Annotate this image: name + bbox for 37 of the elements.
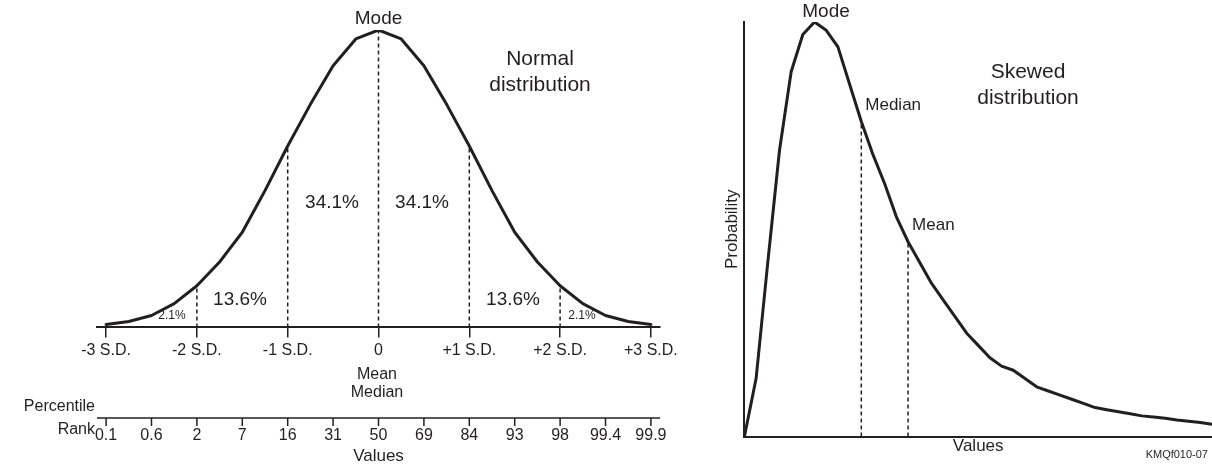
text: 99.9 [635, 426, 667, 444]
text: 69 [415, 426, 433, 444]
x-tick-label: +1 S.D. [442, 341, 497, 359]
x-tick-label: +2 S.D. [533, 341, 588, 359]
text: 84 [460, 426, 479, 444]
x-tick-label: -2 S.D. [171, 341, 222, 359]
y-axis-title: Probability [721, 189, 741, 269]
text: KMQf010-07 [1145, 448, 1208, 461]
annotation: 34.1% [395, 191, 450, 213]
annotation: Mean [912, 215, 955, 235]
annotation: 34.1% [305, 191, 360, 213]
text: 7 [237, 426, 247, 444]
x-tick-label: 0 [374, 341, 384, 359]
text: 99.4 [589, 426, 622, 444]
x-tick-label: +3 S.D. [624, 341, 678, 359]
text: 16 [278, 426, 297, 444]
text: 31 [324, 426, 343, 444]
text: Percentile Rank [23, 397, 96, 438]
text: Skewed distribution [977, 58, 1079, 108]
x-tick-label: -3 S.D. [81, 341, 131, 359]
text: 0.6 [140, 426, 163, 444]
x-axis-title: Values [353, 446, 404, 466]
text: 98 [551, 426, 570, 444]
text: 50 [369, 426, 388, 444]
x-axis-title: Values [952, 436, 1004, 456]
text: 93 [505, 426, 524, 444]
x-tick-label: -1 S.D. [262, 341, 313, 359]
text: Mean Median [350, 365, 404, 401]
annotation: 2.1% [568, 308, 596, 323]
text: Mode [802, 0, 850, 22]
annotation: Mode [354, 6, 403, 28]
annotation: 13.6% [486, 288, 541, 310]
text: Normal distribution [489, 45, 591, 95]
annotation: Median [865, 95, 922, 115]
annotation: 13.6% [213, 288, 268, 310]
text: 2 [192, 426, 202, 444]
text: 0.1 [94, 426, 118, 444]
